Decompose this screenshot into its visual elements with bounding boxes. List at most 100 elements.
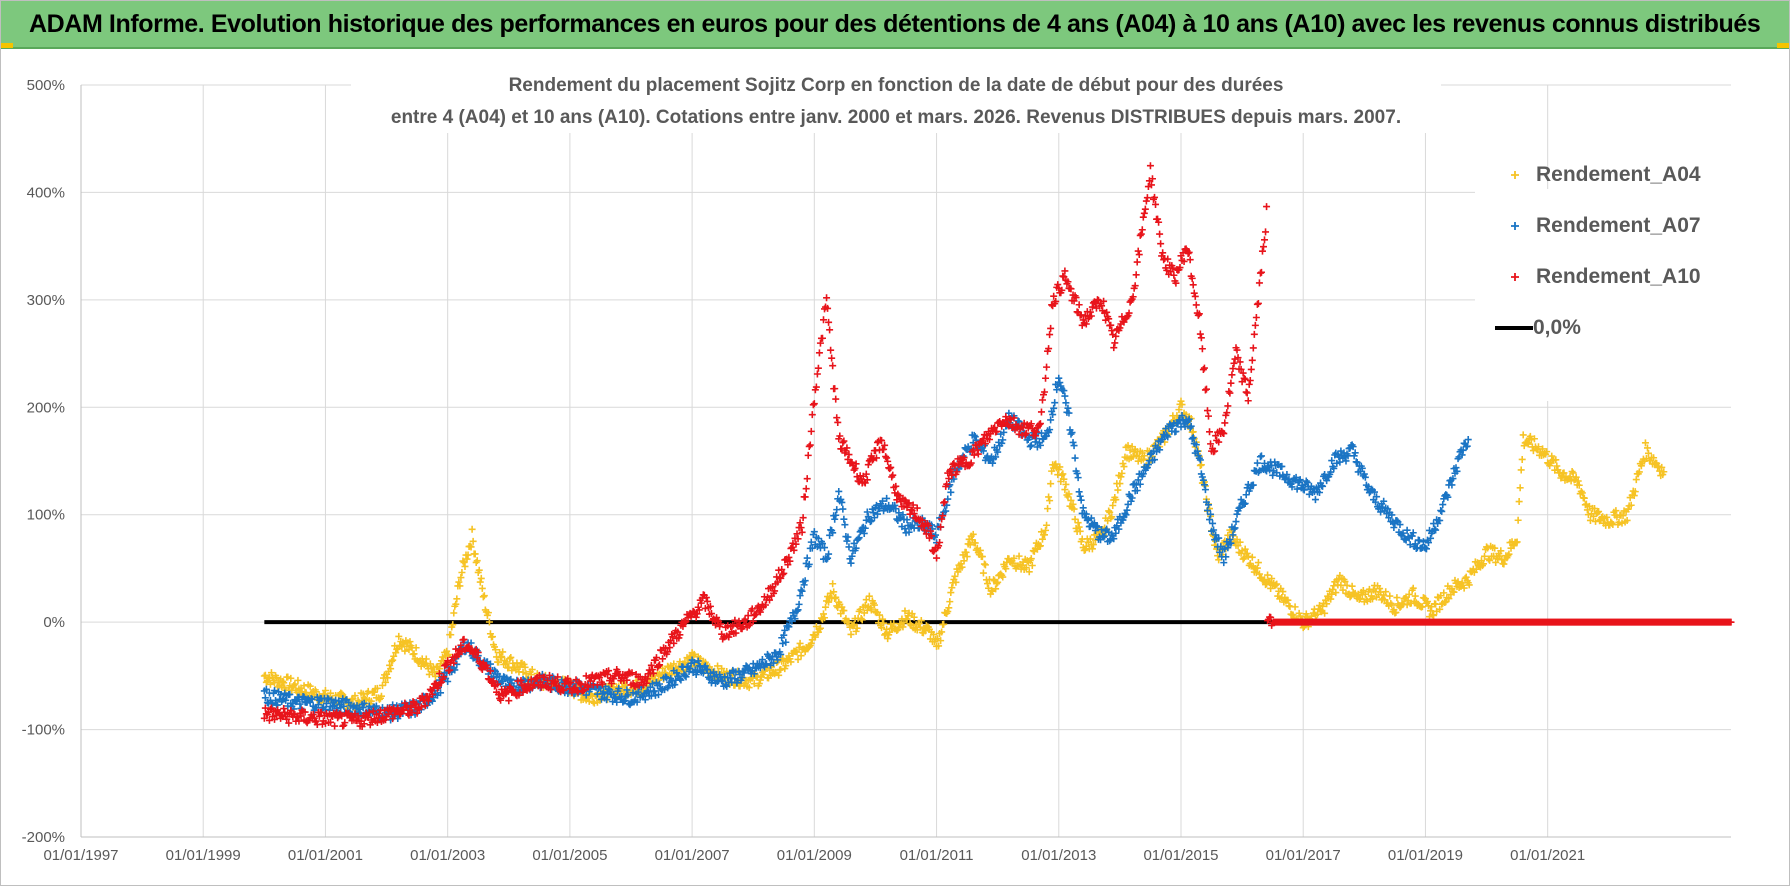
point-marker [1140,452,1148,460]
point-marker [1184,417,1192,425]
point-marker [832,593,840,601]
point-marker [1064,404,1072,412]
point-marker [1431,525,1439,533]
point-marker [1361,473,1369,481]
point-marker [693,667,701,675]
point-marker [1232,518,1240,526]
point-marker [998,439,1006,447]
point-marker [1248,356,1256,364]
point-marker [1302,477,1310,485]
point-marker [829,580,837,588]
point-marker [1539,445,1547,453]
point-marker [944,608,952,616]
point-marker [353,702,361,710]
point-marker [857,615,865,623]
point-marker [422,655,430,663]
point-marker [856,528,864,536]
point-marker [605,685,613,693]
point-marker [1253,564,1261,572]
point-marker [1415,536,1423,544]
point-marker [1463,442,1471,450]
point-marker [1173,420,1181,428]
legend-item[interactable]: Rendement_A04 [1511,163,1701,186]
point-marker [355,705,363,713]
point-marker [756,676,764,684]
point-marker [1384,505,1392,513]
legend-item[interactable]: Rendement_A10 [1511,265,1701,288]
point-marker [1067,430,1075,438]
point-marker [780,631,788,639]
point-marker [1623,516,1631,524]
point-marker [945,604,953,612]
point-marker [666,644,674,652]
point-marker [994,448,1002,456]
point-marker [517,676,525,684]
point-marker [854,535,862,543]
point-marker [1124,442,1132,450]
point-marker [1144,461,1152,469]
point-marker [1058,471,1066,479]
point-marker [406,638,414,646]
point-marker [831,594,839,602]
legend[interactable]: Rendement_A04 Rendement_A07 Rendement_A10 0… [1475,163,1733,401]
point-marker [1242,388,1250,396]
point-marker [271,679,279,687]
point-marker [1240,554,1248,562]
point-marker [999,573,1007,581]
point-marker [952,578,960,586]
point-marker [803,554,811,562]
point-marker [1224,402,1232,410]
point-marker [676,675,684,683]
legend-item[interactable]: Rendement_A07 [1511,214,1701,237]
point-marker [946,598,954,606]
chart-subtitle: entre 4 (A04) et 10 ans (A10). Cotations… [391,107,1401,128]
point-marker [1569,469,1577,477]
point-marker [719,677,727,685]
point-marker [1458,451,1466,459]
point-marker [670,639,678,647]
point-marker [1076,527,1084,535]
point-marker [870,601,878,609]
x-tick-label: 01/01/2005 [532,847,607,864]
point-marker [600,688,607,696]
point-marker [1419,538,1427,546]
point-marker [271,715,279,723]
point-marker [800,581,808,589]
point-marker [1635,468,1643,476]
point-marker [999,436,1007,444]
point-marker [1108,513,1116,521]
point-marker [701,662,709,670]
point-marker [395,632,403,640]
point-marker [804,451,812,459]
point-marker [829,529,837,537]
point-marker [476,578,484,586]
point-marker [480,592,488,600]
point-marker [1344,452,1352,460]
point-marker [1418,603,1426,611]
x-tick-label: 01/01/2003 [410,847,485,864]
point-marker [884,635,892,643]
point-marker [1205,501,1212,509]
point-marker [971,433,979,441]
point-marker [582,691,590,699]
point-marker [1069,438,1077,446]
point-marker [1037,408,1045,416]
point-marker [937,637,945,645]
point-marker [827,346,835,354]
point-marker [1411,540,1419,548]
point-marker [1346,593,1354,601]
point-marker [1450,588,1458,596]
point-marker [682,673,690,681]
point-marker [1075,488,1083,496]
point-marker [1134,247,1142,255]
point-marker [1643,444,1651,452]
point-marker [1044,505,1052,513]
point-marker [1172,427,1180,435]
point-marker [1191,292,1199,300]
point-marker [848,552,856,560]
point-marker [322,699,330,707]
point-marker [266,680,274,688]
point-marker [615,685,623,693]
point-marker [690,658,698,666]
point-marker [365,708,373,716]
